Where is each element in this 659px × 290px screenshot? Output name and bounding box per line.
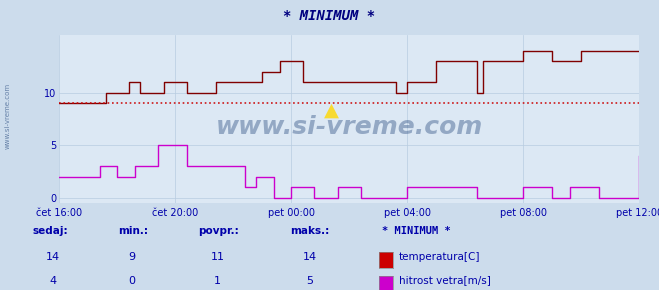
Text: * MINIMUM *: * MINIMUM * — [382, 226, 451, 236]
Text: min.:: min.: — [119, 226, 149, 236]
Text: 14: 14 — [45, 252, 60, 262]
Text: sedaj:: sedaj: — [33, 226, 69, 236]
Text: www.si-vreme.com: www.si-vreme.com — [215, 115, 483, 139]
Text: * MINIMUM *: * MINIMUM * — [283, 9, 376, 23]
Text: 4: 4 — [49, 276, 56, 285]
Text: 1: 1 — [214, 276, 221, 285]
Text: hitrost vetra[m/s]: hitrost vetra[m/s] — [399, 276, 490, 285]
Text: temperatura[C]: temperatura[C] — [399, 252, 480, 262]
Text: 9: 9 — [129, 252, 135, 262]
Text: 11: 11 — [210, 252, 225, 262]
Text: maks.:: maks.: — [290, 226, 330, 236]
Text: 0: 0 — [129, 276, 135, 285]
Text: www.si-vreme.com: www.si-vreme.com — [5, 83, 11, 149]
Text: 14: 14 — [302, 252, 317, 262]
Text: ▲: ▲ — [324, 101, 339, 120]
Text: povpr.:: povpr.: — [198, 226, 239, 236]
Text: 5: 5 — [306, 276, 313, 285]
